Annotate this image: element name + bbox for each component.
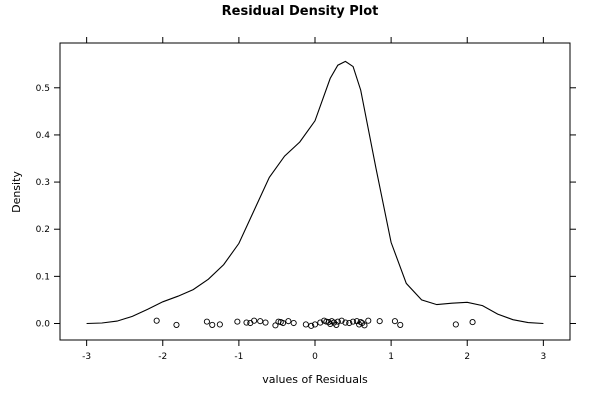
rug-point [153,317,160,324]
chart-title: Residual Density Plot [222,4,379,19]
rug-point [376,318,383,325]
x-tick-label: 0 [312,352,318,362]
x-tick-label: 1 [388,352,394,362]
rug-point [209,321,216,328]
x-tick-label: -1 [234,352,243,362]
rug-point [334,318,341,325]
rug-point [285,318,292,325]
rug-point [173,321,180,328]
rug-point [350,318,357,325]
rug-point [243,319,250,326]
rug-point [308,322,315,329]
y-tick-label: 0.0 [36,320,51,330]
y-tick-label: 0.1 [36,272,50,282]
rug-point [338,317,345,324]
plot-frame [59,42,571,341]
rug-point [262,319,269,326]
x-tick-label: -3 [82,352,91,362]
rug-point [317,319,324,326]
rug-point [234,318,241,325]
rug-point [342,319,349,326]
rug-point [216,321,223,328]
x-axis-label: values of Residuals [262,373,368,386]
rug-points [153,317,476,329]
y-axis-label: Density [10,171,23,213]
rug-point [391,318,398,325]
x-tick-label: -2 [158,352,167,362]
rug-point [203,318,210,325]
rug-point [251,317,258,324]
rug-point [247,319,254,327]
y-tick-label: 0.5 [36,84,50,94]
rug-point [333,321,340,328]
x-tick-label: 3 [540,352,546,362]
rug-point [397,321,404,328]
rug-point [365,317,372,324]
rug-point [290,319,297,327]
rug-point [357,319,364,326]
rug-point [302,321,309,328]
rug-point [272,322,279,329]
rug-point [469,319,476,326]
density-line [86,60,544,325]
y-tick-label: 0.4 [36,131,51,141]
rug-point [279,319,287,327]
y-tick-label: 0.2 [36,225,50,235]
axis-ticks: -3 -2 -1 0 1 2 3 0.0 0.1 0.2 0.3 0.4 0.5 [36,37,576,362]
rug-point [452,321,459,328]
x-tick-label: 2 [464,352,470,362]
rug-point [346,319,353,327]
y-tick-label: 0.3 [36,178,50,188]
rug-point [361,322,368,329]
rug-point [311,321,319,328]
rug-point [257,318,264,325]
